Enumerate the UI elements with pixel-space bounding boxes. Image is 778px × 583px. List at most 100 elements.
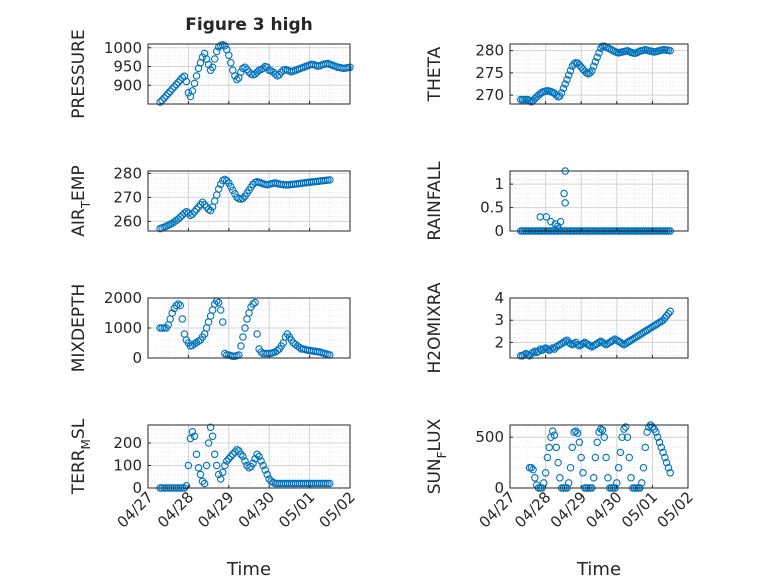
y-axis-label: PRESSURE	[69, 29, 89, 118]
data-point	[196, 200, 205, 209]
data-point	[566, 339, 575, 348]
data-point	[572, 427, 580, 435]
data-point	[257, 457, 265, 465]
data-point	[206, 423, 215, 432]
data-point	[218, 468, 227, 477]
data-point	[600, 433, 609, 441]
data-point	[229, 450, 237, 459]
data-point	[662, 458, 671, 467]
data-point	[627, 474, 635, 482]
data-point	[564, 71, 573, 79]
data-point	[620, 425, 628, 433]
data-point	[655, 438, 664, 447]
data-point	[595, 338, 603, 347]
data-point	[249, 300, 257, 308]
subplot-terr_msl: 010020004/2704/2804/2904/3005/0105/02Tim…	[69, 418, 359, 580]
data-point	[662, 312, 671, 320]
data-point	[190, 208, 199, 216]
data-point	[616, 448, 625, 457]
data-point	[600, 339, 609, 348]
data-point	[531, 474, 539, 482]
data-point	[604, 474, 612, 482]
data-point	[552, 443, 561, 452]
data-point	[529, 465, 537, 474]
axes-box	[147, 424, 351, 489]
data-point	[239, 452, 247, 461]
ytick-label: 3	[494, 311, 504, 329]
data-point	[210, 197, 219, 205]
data-point	[216, 180, 225, 188]
subplot-mixdepth: 0 1000 2000 MIXDEPTH	[69, 284, 351, 372]
ytick-label: 280	[475, 42, 504, 60]
data-point	[609, 336, 617, 344]
data-point	[241, 324, 249, 332]
data-point	[192, 450, 201, 459]
ytick-label: 500	[475, 428, 504, 446]
data-point	[239, 333, 247, 341]
x-axis-label: Time	[576, 559, 621, 580]
data-point	[666, 307, 674, 316]
data-point	[223, 457, 231, 465]
data-point	[598, 426, 607, 434]
data-point	[322, 479, 330, 488]
data-point	[241, 63, 249, 72]
data-point	[188, 428, 197, 436]
data-point	[214, 185, 223, 193]
ylabel-subscript: T	[79, 200, 93, 209]
y-axis-label: TERRMSL	[69, 418, 93, 495]
data-point	[666, 469, 674, 477]
data-point	[657, 443, 666, 452]
data-point	[184, 89, 193, 97]
data-point	[550, 431, 559, 439]
xtick-label: 04/30	[235, 488, 278, 531]
data-point	[190, 432, 199, 441]
data-point	[198, 198, 207, 206]
data-point	[166, 87, 174, 96]
data-point	[659, 448, 667, 457]
data-point	[593, 438, 601, 447]
data-point	[589, 62, 598, 70]
data-point	[259, 461, 267, 470]
ylabel-rest: SL	[69, 418, 89, 439]
data-point	[568, 443, 577, 452]
y-axis-label: RAINFALL	[425, 161, 445, 241]
data-point	[542, 213, 551, 221]
data-point	[212, 47, 221, 56]
ytick-label: 0	[132, 349, 142, 367]
data-point	[554, 458, 562, 467]
data-point	[204, 439, 213, 447]
ytick-label: 0	[132, 479, 142, 497]
data-point	[174, 215, 183, 223]
ytick-label: 0	[494, 479, 504, 497]
data-point	[241, 457, 249, 465]
data-point	[556, 474, 564, 482]
data-point	[176, 301, 185, 310]
data-point	[586, 342, 594, 350]
data-point	[216, 475, 225, 483]
data-point	[164, 89, 172, 98]
ytick-label: 260	[113, 212, 142, 230]
xtick-label: 04/28	[154, 488, 197, 531]
data-point	[214, 298, 223, 307]
data-point	[178, 74, 187, 82]
ytick-label: 100	[113, 457, 142, 475]
xtick-label: 04/28	[511, 488, 554, 531]
data-point	[261, 466, 269, 474]
data-point	[560, 189, 568, 198]
data-point	[210, 55, 219, 63]
data-point	[541, 469, 550, 477]
xtick-label: 05/02	[316, 488, 359, 531]
data-point	[251, 298, 259, 307]
data-point	[253, 450, 261, 459]
xtick-label: 05/01	[275, 488, 318, 531]
data-point	[547, 217, 555, 226]
xtick-label: 04/30	[582, 488, 625, 531]
data-point	[237, 68, 245, 76]
axes-box	[509, 170, 689, 232]
data-point	[182, 482, 191, 490]
data-point	[214, 470, 223, 479]
data-point	[225, 455, 233, 463]
data-point	[251, 70, 259, 78]
data-point	[194, 203, 203, 211]
